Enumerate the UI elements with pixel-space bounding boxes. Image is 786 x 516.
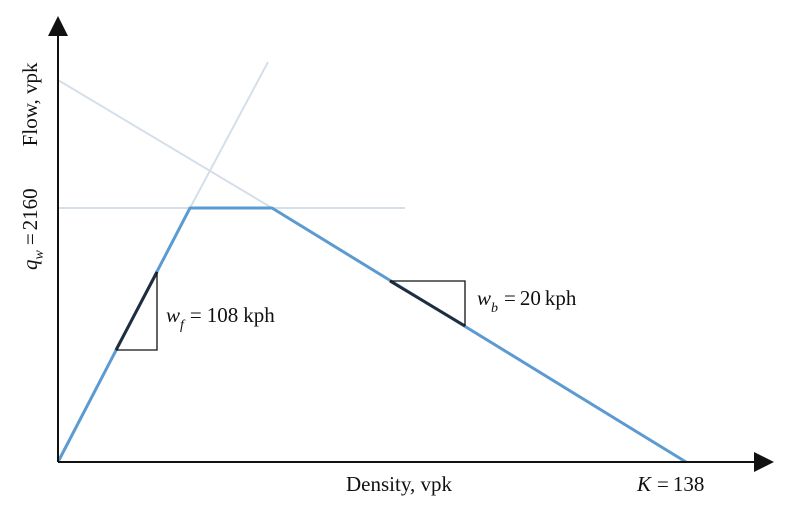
jam-density-value: 138	[673, 472, 705, 496]
free-flow-slope-triangle	[114, 271, 159, 351]
free-flow-value: 108	[207, 303, 239, 327]
capacity-symbol: q	[18, 259, 42, 270]
backward-wave-equals: =	[504, 286, 516, 310]
backward-wave-speed-label: wb = 20 kph	[477, 286, 577, 316]
free-flow-speed-label: wf = 108 kph	[166, 303, 275, 333]
backward-wave-value: 20	[520, 286, 541, 310]
backward-wave-symbol: w	[477, 286, 491, 310]
flow-density-curve	[56, 206, 687, 464]
y-axis-label-group: qw = 2160 Flow, vpk	[18, 62, 47, 270]
capacity-equals: =	[18, 233, 42, 245]
free-flow-equals: =	[190, 303, 202, 327]
congested-extension-guide	[57, 79, 273, 209]
capacity-subscript: w	[32, 250, 47, 260]
jam-density-equals: =	[657, 472, 669, 496]
free-flow-symbol: w	[166, 303, 180, 327]
free-flow-extension-guide	[189, 61, 269, 209]
capacity-value: 2160	[18, 188, 42, 230]
backward-wave-unit: kph	[545, 286, 577, 310]
jam-density-label: K = 138	[636, 472, 704, 496]
svg-text:qw=2160Flow, vpk: qw = 2160 Flow, vpk	[18, 62, 47, 270]
backward-wave-subscript: b	[491, 301, 498, 316]
free-flow-unit: kph	[243, 303, 275, 327]
x-axis-label: Density, vpk	[346, 472, 452, 496]
y-axis-label: Flow, vpk	[18, 62, 42, 146]
backward-wave-slope-triangle	[389, 279, 466, 328]
free-flow-subscript: f	[180, 318, 186, 333]
jam-density-symbol: K	[636, 472, 652, 496]
